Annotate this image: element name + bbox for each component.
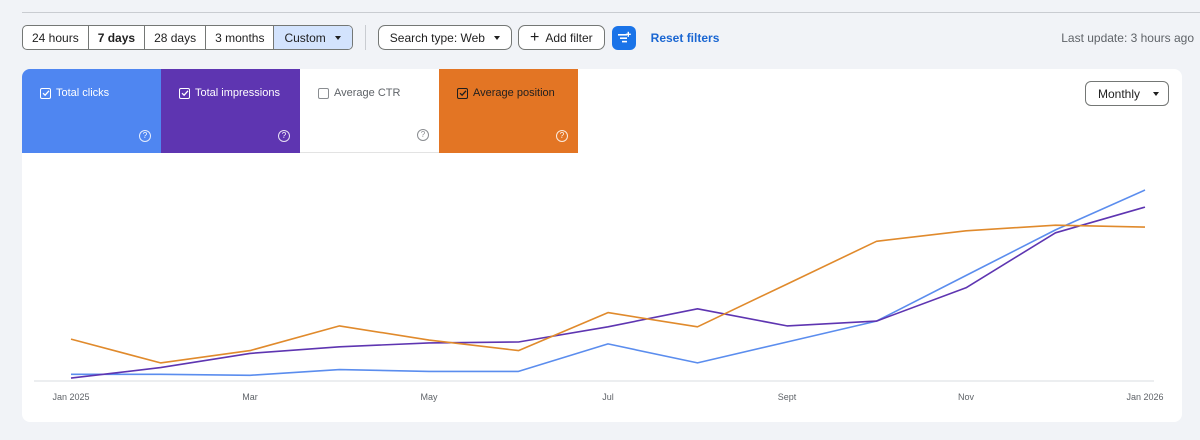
performance-chart-card: Jan 2025 Mar May Jul Sept Nov Jan 2026 Total c… xyxy=(22,69,1182,422)
series-line-total-impressions xyxy=(70,206,1146,379)
series-line-average-position xyxy=(70,224,1146,364)
add-filter-label: Add filter xyxy=(545,30,593,45)
metric-label-average-position: Average position xyxy=(473,87,555,99)
help-icon[interactable]: ? xyxy=(278,130,290,142)
toolbar: 24 hours 7 days 28 days 3 months Custom … xyxy=(22,25,1194,50)
metric-card-average-ctr[interactable]: Average CTR ? xyxy=(300,69,439,153)
caret-down-icon xyxy=(493,35,500,40)
x-tick-label: Nov xyxy=(958,392,975,402)
checkbox-checked-icon[interactable] xyxy=(40,87,51,99)
x-tick-label: May xyxy=(420,392,438,402)
series-line-total-clicks xyxy=(71,189,1146,377)
toolbar-divider xyxy=(364,25,366,50)
help-icon[interactable]: ? xyxy=(139,130,151,142)
caret-down-icon xyxy=(1153,91,1160,96)
help-icon[interactable]: ? xyxy=(556,130,568,142)
last-update-text: Last update: 3 hours ago xyxy=(1061,30,1194,45)
plus-icon: + xyxy=(529,28,540,46)
checkbox-unchecked-icon[interactable] xyxy=(318,87,329,99)
metric-card-total-impressions[interactable]: Total impressions ? xyxy=(161,69,300,153)
add-filter-button[interactable]: + Add filter xyxy=(517,25,605,50)
range-custom-label: Custom xyxy=(284,30,326,45)
interval-dropdown[interactable]: Monthly xyxy=(1085,81,1169,106)
x-tick-label: Jan 2026 xyxy=(1126,392,1163,402)
range-custom-dropdown[interactable]: Custom xyxy=(274,26,352,49)
metric-card-average-position[interactable]: Average position ? xyxy=(439,69,578,153)
date-range-selector: 24 hours 7 days 28 days 3 months Custom xyxy=(22,25,353,50)
filter-options-button[interactable] xyxy=(611,25,636,50)
help-icon[interactable]: ? xyxy=(417,129,429,141)
performance-line-chart: Jan 2025 Mar May Jul Sept Nov Jan 2026 xyxy=(34,189,1164,402)
interval-label: Monthly xyxy=(1098,86,1141,101)
range-28-days-button[interactable]: 28 days xyxy=(145,26,207,49)
range-24-hours-button[interactable]: 24 hours xyxy=(23,26,89,49)
x-tick-label: Sept xyxy=(778,392,797,402)
metric-label-average-ctr: Average CTR xyxy=(334,87,401,99)
x-tick-label: Jul xyxy=(602,392,614,402)
checkbox-checked-icon[interactable] xyxy=(179,87,190,99)
range-3-months-button[interactable]: 3 months xyxy=(206,26,275,49)
metric-card-total-clicks[interactable]: Total clicks ? xyxy=(22,69,161,153)
caret-down-icon xyxy=(334,35,341,40)
x-tick-label: Mar xyxy=(242,392,258,402)
filter-settings-icon xyxy=(617,31,631,42)
checkbox-checked-icon[interactable] xyxy=(457,87,468,99)
metric-label-total-clicks: Total clicks xyxy=(56,87,110,99)
search-type-label: Search type: Web xyxy=(389,30,485,45)
metric-label-total-impressions: Total impressions xyxy=(195,87,280,99)
top-divider xyxy=(22,12,1200,13)
search-type-dropdown[interactable]: Search type: Web xyxy=(377,25,512,50)
x-tick-label: Jan 2025 xyxy=(52,392,89,402)
reset-filters-link[interactable]: Reset filters xyxy=(650,30,720,45)
range-7-days-button[interactable]: 7 days xyxy=(89,26,146,49)
